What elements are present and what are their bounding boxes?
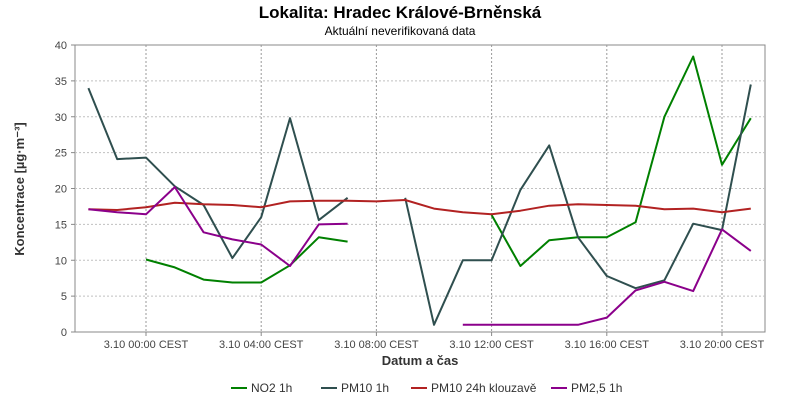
grid <box>74 44 766 333</box>
y-tick-label: 0 <box>61 327 67 339</box>
y-tick-label: 15 <box>55 219 67 231</box>
legend-label: PM2,5 1h <box>571 381 622 395</box>
y-tick-label: 5 <box>61 291 67 303</box>
legend-label: PM10 1h <box>341 381 389 395</box>
series-line-pm2-5-1h <box>88 186 348 267</box>
y-tick-label: 10 <box>55 255 67 267</box>
series-lines <box>87 55 752 326</box>
y-tick-label: 25 <box>55 148 67 160</box>
legend-label: PM10 24h klouzavě <box>431 381 537 395</box>
y-axis-label: Koncentrace [µg·m⁻³] <box>12 122 27 256</box>
chart-subtitle: Aktuální neverifikovaná data <box>325 24 476 38</box>
x-tick-label: 3.10 16:00 CEST <box>565 339 650 351</box>
axes: 0 5 10 15 20 25 30 35 40 3.10 00:00 CEST 3.10 04:0… <box>55 40 765 351</box>
x-axis-label: Datum a čas <box>382 353 459 368</box>
y-tick-label: 30 <box>55 112 67 124</box>
legend-item: PM10 1h <box>321 381 389 395</box>
chart-title: Lokalita: Hradec Králové-Brněnská <box>259 3 542 22</box>
x-tick-label: 3.10 04:00 CEST <box>219 339 304 351</box>
legend-item: PM10 24h klouzavě <box>411 381 537 395</box>
series-line-pm10-1h <box>404 84 752 326</box>
y-tick-label: 20 <box>55 184 67 196</box>
legend-item: PM2,5 1h <box>551 381 622 395</box>
series-line-pm10-1h <box>87 87 349 260</box>
y-tick-label: 40 <box>55 40 67 52</box>
x-tick-label: 3.10 12:00 CEST <box>449 339 534 351</box>
x-tick-label: 3.10 20:00 CEST <box>680 339 765 351</box>
y-tick-label: 35 <box>55 76 67 88</box>
x-tick-label: 3.10 08:00 CEST <box>334 339 419 351</box>
series-line-no2-1h <box>145 236 348 284</box>
series-line-pm2-5-1h <box>462 228 752 326</box>
legend: NO2 1h PM10 1h PM10 24h klouzavě PM2,5 1h <box>231 381 622 395</box>
series-line-pm10-24h-klouzav- <box>88 199 751 216</box>
series-line-no2-1h <box>490 55 752 267</box>
legend-label: NO2 1h <box>251 381 292 395</box>
legend-item: NO2 1h <box>231 381 292 395</box>
x-tick-label: 3.10 00:00 CEST <box>104 339 189 351</box>
